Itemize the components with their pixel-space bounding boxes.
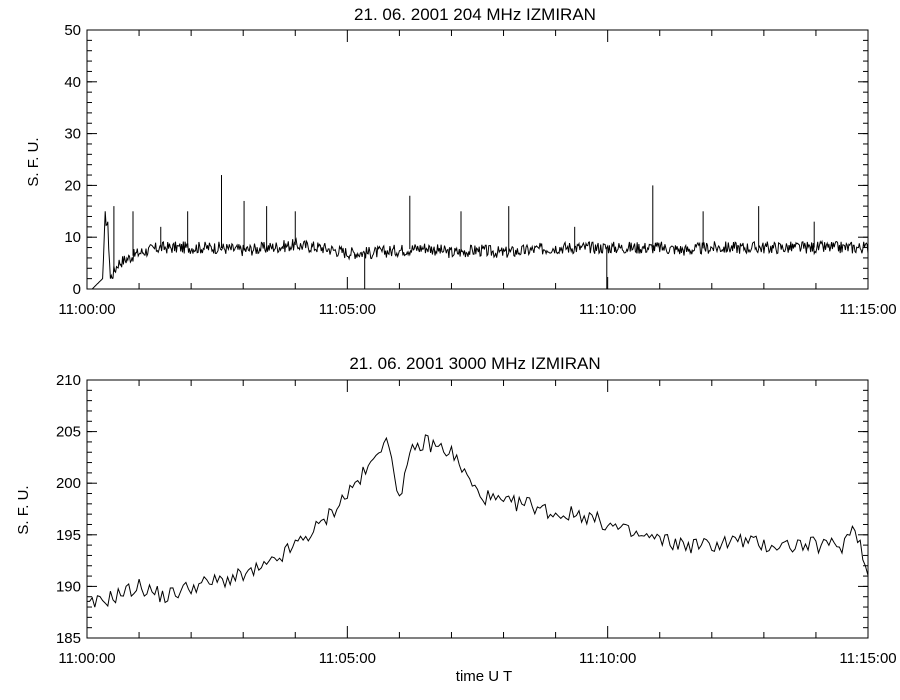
y-tick-label: 50 [64,22,81,39]
y-tick-label: 210 [56,372,81,389]
top-chart-title: 21. 06. 2001 204 MHz IZMIRAN [354,5,596,24]
y-tick-label: 200 [56,475,81,492]
x-tick-label: 11:10:00 [579,301,636,318]
bottom-chart-title: 21. 06. 2001 3000 MHz IZMIRAN [349,354,600,373]
bottom-chart-ylabel: S. F. U. [15,485,32,534]
plot-frame [86,379,869,639]
series-line [87,434,869,608]
top-chart: 21. 06. 2001 204 MHz IZMIRAN S. F. U. 0 1… [25,5,897,318]
plot-frame [86,29,869,290]
y-tick-label: 185 [56,630,81,647]
x-tick-label: 11:05:00 [319,301,376,318]
x-tick-label: 11:05:00 [319,650,376,667]
top-chart-axes: 0 10 20 30 40 50 11:00:00 11:05:00 11:10:00 11:15… [58,22,896,318]
top-chart-ylabel: S. F. U. [25,137,42,186]
y-tick-label: 40 [64,74,81,91]
y-tick-label: 30 [64,126,81,143]
bottom-chart-axes: 185 190 195 200 205 210 11:00:00 11:05:00 11:10:… [56,372,897,667]
y-tick-label: 10 [64,229,81,246]
top-chart-marks [87,175,869,290]
x-tick-label: 11:00:00 [58,301,115,318]
x-tick-label: 11:10:00 [579,650,636,667]
bottom-chart-marks [87,434,869,608]
y-tick-label: 0 [73,281,81,298]
bottom-chart: 21. 06. 2001 3000 MHz IZMIRAN S. F. U. t… [15,354,897,685]
x-tick-label: 11:00:00 [58,650,115,667]
bottom-chart-xlabel: time U T [456,668,512,685]
series-line [87,211,869,290]
y-tick-label: 190 [56,578,81,595]
x-tick-label: 11:15:00 [839,301,896,318]
y-tick-label: 20 [64,177,81,194]
x-tick-label: 11:15:00 [839,650,896,667]
y-tick-label: 205 [56,424,81,441]
y-tick-label: 195 [56,527,81,544]
